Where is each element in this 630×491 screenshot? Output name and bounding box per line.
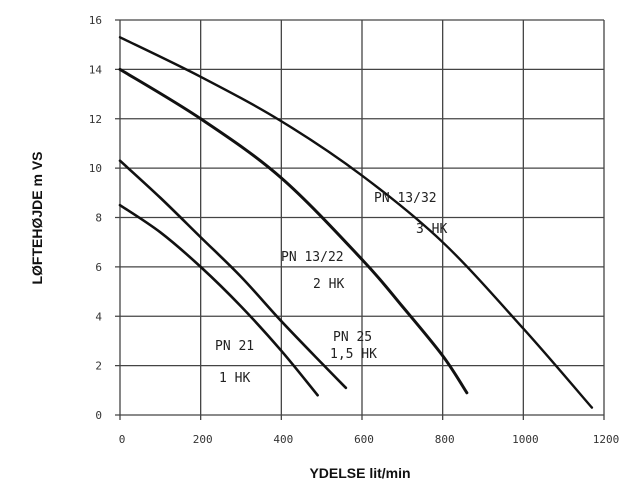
series-labels: PN 13/32 3 HK PN 13/22 2 HK PN 25 1,5 HK PN 21… xyxy=(215,191,447,386)
x-tick-label: 600 xyxy=(354,433,374,446)
series-power-pn-25: 1,5 HK xyxy=(330,347,377,362)
series-curves xyxy=(118,36,594,409)
series-power-pn-21: 1 HK xyxy=(219,371,250,386)
curve-pn-13-22 xyxy=(118,67,469,395)
curve-pn-25 xyxy=(118,159,348,390)
y-tick-label: 2 xyxy=(95,360,102,373)
series-name-pn-13-22: PN 13/22 xyxy=(281,250,344,265)
series-name-pn-21: PN 21 xyxy=(215,339,254,354)
curve-pn-21 xyxy=(118,203,319,397)
series-name-pn-25: PN 25 xyxy=(333,330,372,345)
y-axis-title: LØFTEHØJDE m VS xyxy=(29,151,45,284)
x-axis-title: YDELSE lit/min xyxy=(309,465,410,481)
y-tick-label: 10 xyxy=(89,162,102,175)
grid xyxy=(115,19,605,420)
y-tick-label: 8 xyxy=(95,212,102,225)
x-tick-label: 0 xyxy=(119,433,126,446)
y-tick-label: 16 xyxy=(89,14,102,27)
series-power-pn-13-22: 2 HK xyxy=(313,277,344,292)
y-tick-label: 12 xyxy=(89,113,102,126)
x-tick-label: 400 xyxy=(273,433,293,446)
series-name-pn-13-32: PN 13/32 xyxy=(374,191,437,206)
x-tick-label: 1000 xyxy=(512,433,539,446)
x-axis-ticks: 0 200 400 600 800 1000 1200 xyxy=(119,433,620,446)
curve-pn-13-32 xyxy=(118,36,594,409)
y-tick-label: 4 xyxy=(95,310,102,323)
x-tick-label: 1200 xyxy=(593,433,620,446)
x-tick-label: 800 xyxy=(435,433,455,446)
y-axis-ticks: 0 2 4 6 8 10 12 14 16 xyxy=(89,14,103,422)
series-power-pn-13-32: 3 HK xyxy=(416,222,447,237)
y-tick-label: 6 xyxy=(95,261,102,274)
x-tick-label: 200 xyxy=(193,433,213,446)
y-tick-label: 0 xyxy=(95,409,102,422)
y-tick-label: 14 xyxy=(89,63,103,76)
